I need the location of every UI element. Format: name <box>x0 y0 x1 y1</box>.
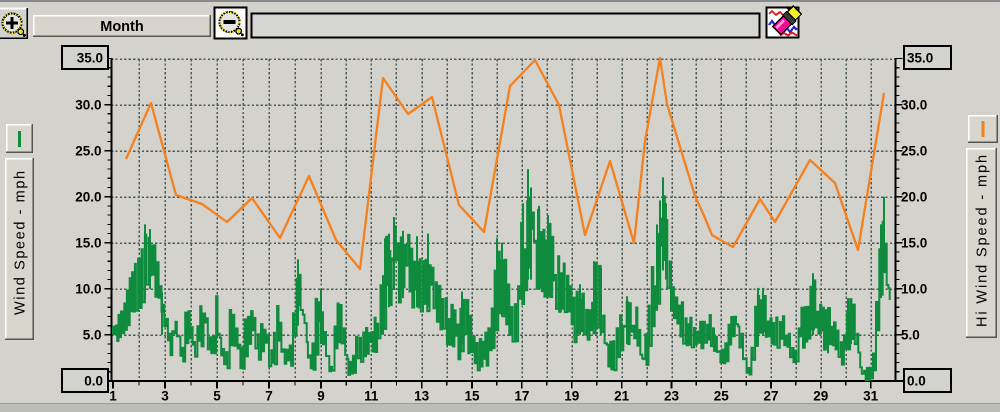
svg-text:0.0: 0.0 <box>907 374 926 389</box>
svg-text:30.0: 30.0 <box>75 97 101 112</box>
svg-text:13: 13 <box>414 389 430 404</box>
svg-text:17: 17 <box>514 389 529 404</box>
svg-text:15.0: 15.0 <box>901 236 927 251</box>
svg-text:1: 1 <box>109 389 117 404</box>
svg-text:3: 3 <box>161 389 169 404</box>
svg-text:21: 21 <box>614 389 630 404</box>
svg-text:25.0: 25.0 <box>901 143 927 158</box>
svg-text:10.0: 10.0 <box>75 282 101 297</box>
svg-text:Month: Month <box>100 19 143 35</box>
svg-text:9: 9 <box>317 389 325 404</box>
svg-text:35.0: 35.0 <box>907 51 933 66</box>
svg-text:11: 11 <box>364 389 379 404</box>
svg-text:25: 25 <box>714 389 730 404</box>
svg-text:29: 29 <box>813 389 828 404</box>
svg-text:27: 27 <box>763 389 778 404</box>
svg-text:30.0: 30.0 <box>901 97 927 112</box>
svg-text:5.0: 5.0 <box>901 328 920 343</box>
svg-text:15.0: 15.0 <box>75 236 101 251</box>
svg-text:0.0: 0.0 <box>84 374 103 389</box>
svg-text:20.0: 20.0 <box>75 189 101 204</box>
svg-text:23: 23 <box>664 389 680 404</box>
svg-text:31: 31 <box>863 389 879 404</box>
svg-text:35.0: 35.0 <box>77 51 103 66</box>
svg-text:Hi Wind Speed - mph: Hi Wind Speed - mph <box>975 153 991 327</box>
svg-text:10.0: 10.0 <box>901 282 927 297</box>
svg-text:19: 19 <box>564 389 579 404</box>
svg-text:15: 15 <box>464 389 480 404</box>
svg-text:5: 5 <box>213 389 221 404</box>
svg-text:20.0: 20.0 <box>901 189 927 204</box>
svg-text:5.0: 5.0 <box>83 328 102 343</box>
svg-text:Wind Speed - mph: Wind Speed - mph <box>13 169 29 315</box>
svg-text:7: 7 <box>265 389 273 404</box>
svg-text:25.0: 25.0 <box>75 143 101 158</box>
